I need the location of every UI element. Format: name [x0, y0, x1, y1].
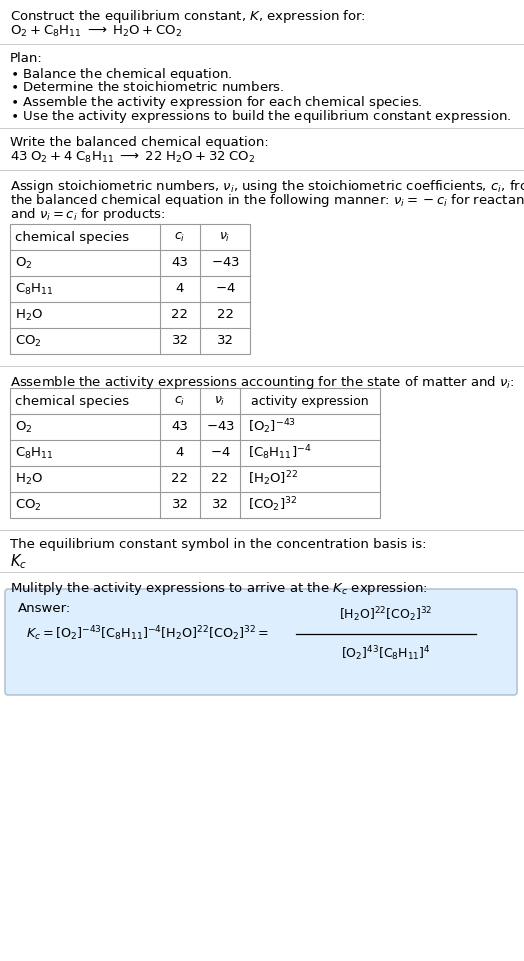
Text: and $\nu_i = c_i$ for products:: and $\nu_i = c_i$ for products: — [10, 206, 166, 223]
Text: chemical species: chemical species — [15, 395, 129, 407]
Text: $\bullet$ Balance the chemical equation.: $\bullet$ Balance the chemical equation. — [10, 66, 233, 83]
Text: $\bullet$ Use the activity expressions to build the equilibrium constant express: $\bullet$ Use the activity expressions t… — [10, 108, 511, 125]
Text: $\mathrm{H_2O}$: $\mathrm{H_2O}$ — [15, 472, 43, 486]
Text: $[\mathrm{CO_2}]^{32}$: $[\mathrm{CO_2}]^{32}$ — [248, 496, 297, 514]
Bar — [10, 224, 250, 354]
FancyBboxPatch shape — [5, 589, 517, 695]
Text: $\mathrm{C_8H_{11}}$: $\mathrm{C_8H_{11}}$ — [15, 446, 53, 460]
Text: 22: 22 — [171, 308, 189, 322]
Text: $\mathrm{C_8H_{11}}$: $\mathrm{C_8H_{11}}$ — [15, 282, 53, 297]
Text: 43: 43 — [171, 257, 189, 269]
Text: $\nu_i$: $\nu_i$ — [220, 231, 231, 243]
Text: $-4$: $-4$ — [210, 447, 231, 459]
Text: $\mathrm{O_2}$: $\mathrm{O_2}$ — [15, 419, 32, 434]
Text: $[\mathrm{H_2O}]^{22} [\mathrm{CO_2}]^{32}$: $[\mathrm{H_2O}]^{22} [\mathrm{CO_2}]^{3… — [340, 605, 433, 624]
Text: $c_i$: $c_i$ — [174, 394, 185, 407]
Text: 32: 32 — [212, 499, 228, 511]
Text: $-4$: $-4$ — [215, 283, 235, 295]
Text: $\mathrm{CO_2}$: $\mathrm{CO_2}$ — [15, 498, 42, 512]
Text: Assemble the activity expressions accounting for the state of matter and $\nu_i$: Assemble the activity expressions accoun… — [10, 374, 515, 391]
Text: $\mathrm{H_2O}$: $\mathrm{H_2O}$ — [15, 308, 43, 323]
Bar — [10, 388, 380, 518]
Text: activity expression: activity expression — [251, 395, 369, 407]
Text: 32: 32 — [171, 499, 189, 511]
Text: $\mathrm{43\;O_2 + 4\;C_8H_{11} \;\longrightarrow\; 22\;H_2O + 32\;CO_2}$: $\mathrm{43\;O_2 + 4\;C_8H_{11} \;\longr… — [10, 150, 255, 165]
Text: $K_c$: $K_c$ — [10, 552, 27, 571]
Text: $\mathrm{CO_2}$: $\mathrm{CO_2}$ — [15, 333, 42, 349]
Text: $-43$: $-43$ — [211, 257, 239, 269]
Text: 4: 4 — [176, 447, 184, 459]
Text: Plan:: Plan: — [10, 52, 43, 65]
Text: $[\mathrm{C_8H_{11}}]^{-4}$: $[\mathrm{C_8H_{11}}]^{-4}$ — [248, 444, 311, 462]
Text: The equilibrium constant symbol in the concentration basis is:: The equilibrium constant symbol in the c… — [10, 538, 427, 551]
Text: $c_i$: $c_i$ — [174, 231, 185, 243]
Text: 22: 22 — [216, 308, 234, 322]
Text: 22: 22 — [171, 473, 189, 485]
Text: $\nu_i$: $\nu_i$ — [214, 394, 226, 407]
Text: Answer:: Answer: — [18, 602, 71, 615]
Text: $\bullet$ Determine the stoichiometric numbers.: $\bullet$ Determine the stoichiometric n… — [10, 80, 285, 94]
Text: Construct the equilibrium constant, $K$, expression for:: Construct the equilibrium constant, $K$,… — [10, 8, 366, 25]
Text: Assign stoichiometric numbers, $\nu_i$, using the stoichiometric coefficients, $: Assign stoichiometric numbers, $\nu_i$, … — [10, 178, 524, 195]
Text: 22: 22 — [212, 473, 228, 485]
Text: Mulitply the activity expressions to arrive at the $K_c$ expression:: Mulitply the activity expressions to arr… — [10, 580, 428, 597]
Text: 43: 43 — [171, 421, 189, 433]
Text: 4: 4 — [176, 283, 184, 295]
Text: $K_c = [\mathrm{O_2}]^{-43} [\mathrm{C_8H_{11}}]^{-4} [\mathrm{H_2O}]^{22} [\mat: $K_c = [\mathrm{O_2}]^{-43} [\mathrm{C_8… — [26, 625, 269, 643]
Text: $[\mathrm{O_2}]^{43} [\mathrm{C_8H_{11}}]^{4}$: $[\mathrm{O_2}]^{43} [\mathrm{C_8H_{11}}… — [341, 644, 431, 663]
Text: $[\mathrm{O_2}]^{-43}$: $[\mathrm{O_2}]^{-43}$ — [248, 418, 296, 436]
Text: the balanced chemical equation in the following manner: $\nu_i = -c_i$ for react: the balanced chemical equation in the fo… — [10, 192, 524, 209]
Text: 32: 32 — [216, 334, 234, 348]
Text: Write the balanced chemical equation:: Write the balanced chemical equation: — [10, 136, 269, 149]
Text: $[\mathrm{H_2O}]^{22}$: $[\mathrm{H_2O}]^{22}$ — [248, 470, 298, 488]
Text: $\mathrm{O_2 + C_8H_{11} \;\longrightarrow\; H_2O + CO_2}$: $\mathrm{O_2 + C_8H_{11} \;\longrightarr… — [10, 24, 182, 39]
Text: $\mathrm{O_2}$: $\mathrm{O_2}$ — [15, 256, 32, 271]
Text: $-43$: $-43$ — [205, 421, 234, 433]
Text: 32: 32 — [171, 334, 189, 348]
Text: $\bullet$ Assemble the activity expression for each chemical species.: $\bullet$ Assemble the activity expressi… — [10, 94, 423, 111]
Text: chemical species: chemical species — [15, 231, 129, 243]
